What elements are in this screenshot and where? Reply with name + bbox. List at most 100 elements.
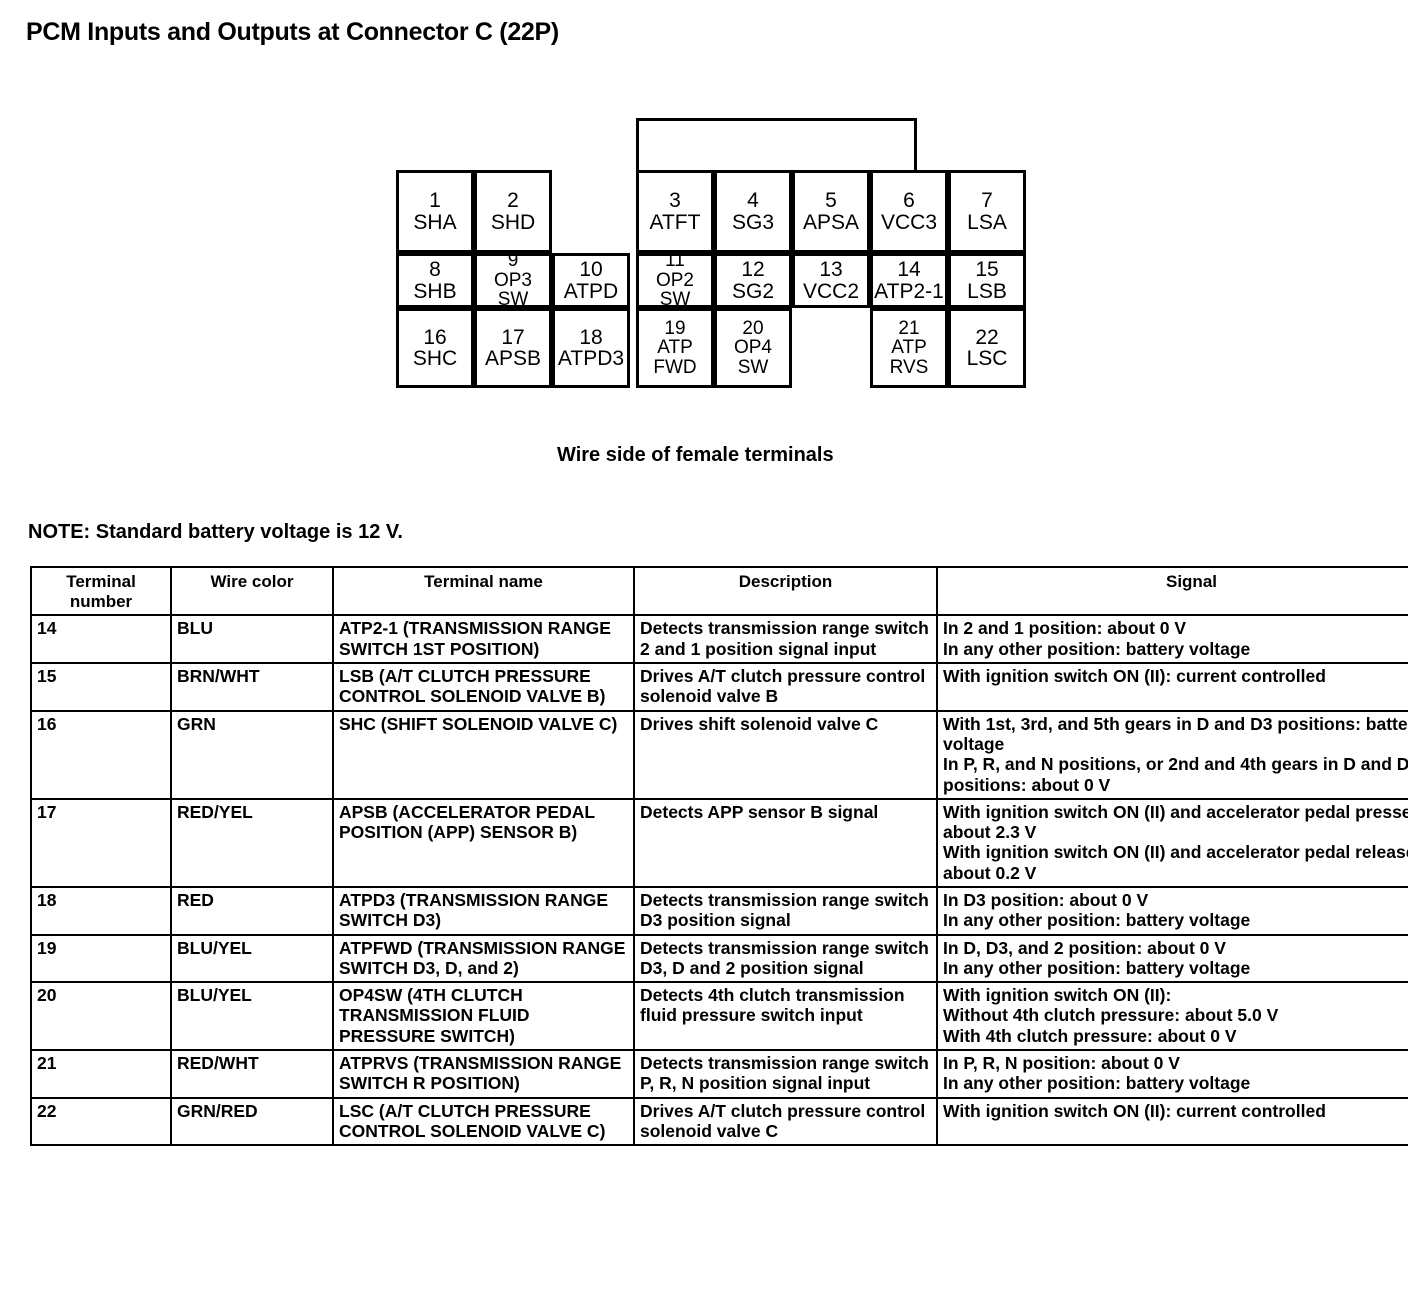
pin-cell-18: 18 ATPD3 bbox=[552, 308, 630, 388]
cell-terminal-name-text: APSB (ACCELERATOR PEDAL POSITION (APP) S… bbox=[339, 801, 595, 843]
cell-terminal-number-text: 16 bbox=[37, 713, 57, 734]
pin-number: 2 bbox=[507, 189, 519, 213]
pin-name: LSA bbox=[967, 210, 1007, 234]
pin-number: 16 bbox=[423, 325, 447, 349]
cell-terminal-name: OP4SW (4TH CLUTCH TRANSMISSION FLUID PRE… bbox=[332, 981, 635, 1052]
cell-wire-color: GRN/RED bbox=[170, 1096, 334, 1147]
cell-wire-color-text: RED/YEL bbox=[177, 801, 253, 822]
cell-terminal-name-text: ATPD3 (TRANSMISSION RANGE SWITCH D3) bbox=[339, 890, 608, 931]
cell-description-text: Detects 4th clutch transmission fluid pr… bbox=[640, 985, 905, 1026]
cell-signal-text: With ignition switch ON (II) and acceler… bbox=[943, 801, 1408, 883]
cell-terminal-name-text: ATPRVS (TRANSMISSION RANGE SWITCH R POSI… bbox=[339, 1053, 622, 1094]
pin-cell-2: 2 SHD bbox=[474, 170, 552, 253]
cell-signal-text: With ignition switch ON (II): current co… bbox=[943, 666, 1326, 687]
pin-cell-10: 10 ATPD bbox=[552, 253, 630, 308]
table-row: 19 BLU/YEL ATPFWD (TRANSMISSION RANGE SWIT… bbox=[30, 933, 1408, 984]
pin-number: 1 bbox=[429, 189, 441, 213]
cell-signal-text: In P, R, N position: about 0 V In any ot… bbox=[943, 1053, 1251, 1094]
cell-signal: In 2 and 1 position: about 0 V In any ot… bbox=[936, 614, 1408, 665]
pin-cell-11: 11 OP2 SW bbox=[636, 253, 714, 308]
cell-wire-color-text: RED/WHT bbox=[177, 1053, 259, 1074]
pin-name: ATFT bbox=[649, 210, 701, 234]
table-row: 22 GRN/RED LSC (A/T CLUTCH PRESSURE CONTRO… bbox=[30, 1096, 1408, 1147]
pin-number: 15 bbox=[975, 258, 999, 282]
pin-name: VCC3 bbox=[880, 210, 938, 234]
pin-name: VCC2 bbox=[802, 279, 860, 303]
pin-name: APSA bbox=[802, 210, 860, 234]
table-header-row: Terminal number Wire color Terminal name… bbox=[30, 565, 1408, 617]
cell-terminal-number-text: 22 bbox=[37, 1100, 57, 1121]
pin-number: 7 bbox=[981, 189, 993, 213]
cell-terminal-name: LSC (A/T CLUTCH PRESSURE CONTROL SOLENOI… bbox=[332, 1096, 635, 1147]
cell-wire-color-text: GRN bbox=[177, 713, 216, 734]
cell-wire-color: RED bbox=[170, 886, 334, 936]
cell-description-text: Drives A/T clutch pressure control solen… bbox=[640, 1100, 926, 1141]
cell-terminal-name-text: LSB (A/T CLUTCH PRESSURE CONTROL SOLENOI… bbox=[339, 666, 606, 707]
pin-cell-7: 7 LSA bbox=[948, 170, 1026, 253]
pin-cell-19: 19 ATP FWD bbox=[636, 308, 714, 388]
cell-terminal-number: 20 bbox=[30, 981, 172, 1052]
cell-description: Detects transmission range switch P, R, … bbox=[633, 1049, 938, 1099]
cell-description-text: Drives shift solenoid valve C bbox=[640, 713, 879, 734]
cell-signal: With ignition switch ON (II): current co… bbox=[936, 662, 1408, 712]
pin-name: ATP RVS bbox=[889, 337, 929, 378]
cell-signal: With 1st, 3rd, and 5th gears in D and D3… bbox=[936, 709, 1408, 800]
pin-number: 21 bbox=[898, 317, 920, 339]
cell-terminal-name-text: SHC (SHIFT SOLENOID VALVE C) bbox=[339, 713, 618, 734]
pin-cell-15: 15 LSB bbox=[948, 253, 1026, 308]
cell-terminal-name: SHC (SHIFT SOLENOID VALVE C) bbox=[332, 709, 635, 800]
cell-description: Detects transmission range switch D3, D … bbox=[633, 933, 938, 984]
pin-name: ATPD3 bbox=[557, 347, 625, 370]
cell-description-text: Detects transmission range switch P, R, … bbox=[640, 1053, 929, 1094]
cell-description-text: Detects transmission range switch D3 pos… bbox=[640, 890, 929, 931]
cell-terminal-name-text: LSC (A/T CLUTCH PRESSURE CONTROL SOLENOI… bbox=[339, 1100, 606, 1141]
cell-signal-text: In 2 and 1 position: about 0 V In any ot… bbox=[943, 618, 1251, 659]
cell-terminal-number: 17 bbox=[30, 797, 172, 889]
connector-locking-tab bbox=[636, 118, 917, 170]
pin-cell-4: 4 SG3 bbox=[714, 170, 792, 253]
cell-terminal-number-text: 18 bbox=[37, 890, 57, 910]
cell-wire-color-text: BLU bbox=[177, 618, 213, 639]
cell-terminal-number-text: 14 bbox=[37, 618, 57, 639]
pin-number: 20 bbox=[742, 317, 764, 339]
cell-wire-color-text: RED bbox=[177, 890, 214, 910]
pin-number: 10 bbox=[579, 258, 603, 282]
cell-terminal-number-text: 20 bbox=[37, 985, 57, 1006]
cell-terminal-number: 22 bbox=[30, 1096, 172, 1147]
header-description: Description bbox=[633, 565, 938, 617]
pin-name: SG2 bbox=[731, 279, 775, 303]
cell-wire-color-text: BLU/YEL bbox=[177, 985, 252, 1006]
pin-name: ATPD bbox=[563, 279, 619, 303]
pin-number: 19 bbox=[664, 317, 686, 339]
table-row: 20 BLU/YEL OP4SW (4TH CLUTCH TRANSMISSION … bbox=[30, 981, 1408, 1052]
pin-number: 3 bbox=[669, 189, 681, 213]
pin-cell-17: 17 APSB bbox=[474, 308, 552, 388]
cell-description-text: Detects APP sensor B signal bbox=[640, 801, 879, 822]
cell-signal-text: With ignition switch ON (II): current co… bbox=[943, 1100, 1326, 1121]
pin-name: APSB bbox=[484, 347, 542, 370]
table-row: 17 RED/YEL APSB (ACCELERATOR PEDAL POSITIO… bbox=[30, 797, 1408, 889]
cell-terminal-number-text: 15 bbox=[37, 666, 57, 687]
cell-wire-color-text: GRN/RED bbox=[177, 1100, 258, 1121]
pin-cell-14: 14 ATP2-1 bbox=[870, 253, 948, 308]
diagram-caption: Wire side of female terminals bbox=[557, 444, 834, 466]
cell-wire-color: RED/WHT bbox=[170, 1049, 334, 1099]
cell-signal: With ignition switch ON (II): current co… bbox=[936, 1096, 1408, 1147]
cell-wire-color: BLU/YEL bbox=[170, 981, 334, 1052]
pin-number: 11 bbox=[665, 253, 685, 272]
table-row: 15 BRN/WHT LSB (A/T CLUTCH PRESSURE CONTRO… bbox=[30, 662, 1408, 712]
cell-wire-color: RED/YEL bbox=[170, 797, 334, 889]
pin-number: 9 bbox=[507, 253, 519, 272]
page-title: PCM Inputs and Outputs at Connector C (2… bbox=[26, 18, 559, 46]
cell-description: Detects APP sensor B signal bbox=[633, 797, 938, 889]
cell-signal: In D, D3, and 2 position: about 0 V In a… bbox=[936, 933, 1408, 984]
pin-cell-21: 21 ATP RVS bbox=[870, 308, 948, 388]
terminal-specification-table: Terminal number Wire color Terminal name… bbox=[30, 565, 1408, 1147]
table-row: 21 RED/WHT ATPRVS (TRANSMISSION RANGE SWIT… bbox=[30, 1049, 1408, 1099]
pin-number: 4 bbox=[747, 189, 759, 213]
cell-wire-color: BLU/YEL bbox=[170, 933, 334, 984]
cell-description: Drives A/T clutch pressure control solen… bbox=[633, 1096, 938, 1147]
cell-terminal-name-text: ATP2-1 (TRANSMISSION RANGE SWITCH 1ST PO… bbox=[339, 618, 611, 659]
pin-cell-1: 1 SHA bbox=[396, 170, 474, 253]
pin-name: LSB bbox=[967, 279, 1007, 303]
